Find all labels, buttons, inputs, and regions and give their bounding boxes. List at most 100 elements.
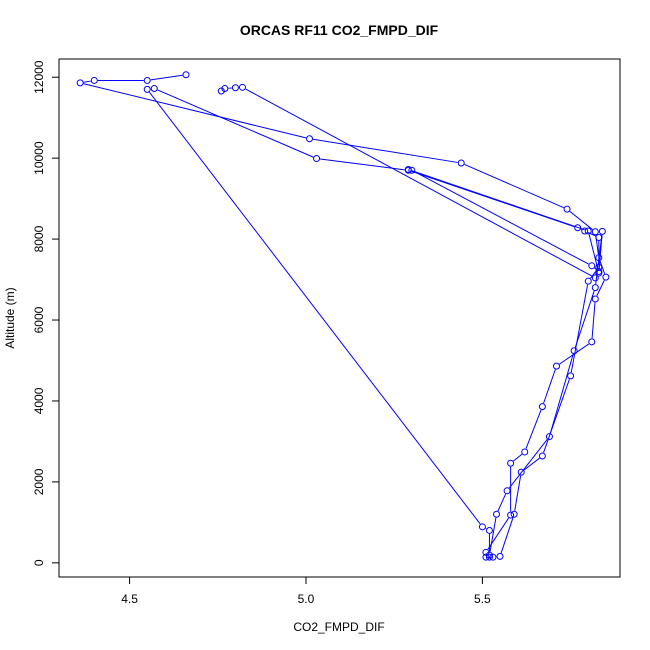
data-point xyxy=(588,338,596,346)
data-point xyxy=(602,273,610,281)
plot-frame xyxy=(58,58,621,578)
data-point xyxy=(521,448,529,456)
y-tick-label: 6000 xyxy=(32,306,46,333)
data-point xyxy=(563,205,571,213)
series-segment xyxy=(596,280,605,296)
data-point xyxy=(538,452,546,460)
data-point xyxy=(231,84,239,92)
data-point xyxy=(485,526,493,534)
data-point xyxy=(591,228,599,236)
data-point xyxy=(238,83,246,91)
data-point xyxy=(457,159,465,167)
series-segment xyxy=(591,302,596,339)
series-segment xyxy=(549,354,574,434)
data-point xyxy=(404,165,412,173)
data-point xyxy=(90,76,98,84)
data-point xyxy=(567,372,575,380)
series-segment xyxy=(497,493,507,512)
x-tick-label: 5.0 xyxy=(298,592,315,606)
y-axis-label: Altitude (m) xyxy=(3,287,17,348)
series-segment xyxy=(514,475,522,511)
y-tick-label: 8000 xyxy=(32,225,46,252)
data-point xyxy=(552,362,560,370)
series-segment xyxy=(489,517,497,552)
series-segment xyxy=(513,453,523,462)
data-point xyxy=(150,85,158,93)
x-axis: 4.5 5.0 5.5 xyxy=(121,577,491,606)
data-point xyxy=(584,227,592,235)
data-point xyxy=(496,552,504,560)
series-segment xyxy=(464,163,564,209)
data-point xyxy=(306,135,314,143)
data-point xyxy=(510,510,518,518)
data-point xyxy=(408,166,416,174)
y-tick-label: 0 xyxy=(32,559,46,566)
x-axis-label: CO2_FMPD_DIF xyxy=(293,620,384,634)
data-point xyxy=(584,277,592,285)
data-point xyxy=(507,511,515,519)
series-segment xyxy=(157,89,314,158)
series-segment xyxy=(245,88,593,277)
data-point xyxy=(545,433,553,441)
chart-title: ORCAS RF11 CO2_FMPD_DIF xyxy=(240,22,439,38)
data-point xyxy=(507,459,515,467)
y-axis: 0 2000 4000 6000 8000 10000 12000 xyxy=(32,60,59,566)
data-point xyxy=(595,233,603,241)
y-tick-label: 10000 xyxy=(32,141,46,175)
data-point xyxy=(182,71,190,79)
data-point xyxy=(503,487,511,495)
y-tick-label: 12000 xyxy=(32,60,46,94)
data-point xyxy=(313,155,321,163)
data-point xyxy=(143,85,151,93)
data-point xyxy=(591,274,599,282)
data-point xyxy=(478,523,486,531)
data-point xyxy=(574,224,582,232)
series-segment xyxy=(574,290,595,348)
data-point xyxy=(591,295,599,303)
series-segment xyxy=(150,74,183,81)
data-point xyxy=(517,468,525,476)
series-segment xyxy=(508,439,548,489)
series-segment xyxy=(312,138,458,163)
data-point xyxy=(588,262,596,270)
data-point xyxy=(581,227,589,235)
series-segment xyxy=(587,232,596,237)
data-point xyxy=(591,284,599,292)
data-point xyxy=(570,347,578,355)
series-segment xyxy=(320,158,405,171)
data-point xyxy=(489,553,497,561)
data-point xyxy=(595,254,603,262)
series-segment xyxy=(500,517,514,554)
data-point xyxy=(482,553,490,561)
plot-area xyxy=(76,71,610,561)
series-segment xyxy=(598,234,603,270)
data-point xyxy=(598,227,606,235)
series-segment xyxy=(83,83,307,139)
series-segment xyxy=(543,369,556,404)
data-point xyxy=(595,267,603,275)
data-point xyxy=(493,510,501,518)
x-tick-label: 4.5 xyxy=(121,592,138,606)
data-point xyxy=(143,76,151,84)
series-segment xyxy=(543,379,570,453)
series-segment xyxy=(149,91,481,525)
data-point xyxy=(485,551,493,559)
y-tick-label: 4000 xyxy=(32,387,46,414)
series-segment xyxy=(588,234,599,270)
series-segment xyxy=(411,170,586,231)
series-segment xyxy=(414,171,589,265)
data-point xyxy=(221,85,229,93)
series-segment xyxy=(599,260,606,274)
series-segment xyxy=(523,457,540,471)
series-segment xyxy=(570,284,589,373)
series-segment xyxy=(83,80,91,83)
data-point xyxy=(217,87,225,95)
series-segment xyxy=(525,409,542,449)
data-point xyxy=(538,403,546,411)
data-point xyxy=(76,79,84,87)
series-segment xyxy=(569,211,593,230)
x-tick-label: 5.5 xyxy=(474,592,491,606)
y-tick-label: 2000 xyxy=(32,468,46,495)
data-point xyxy=(485,553,493,561)
